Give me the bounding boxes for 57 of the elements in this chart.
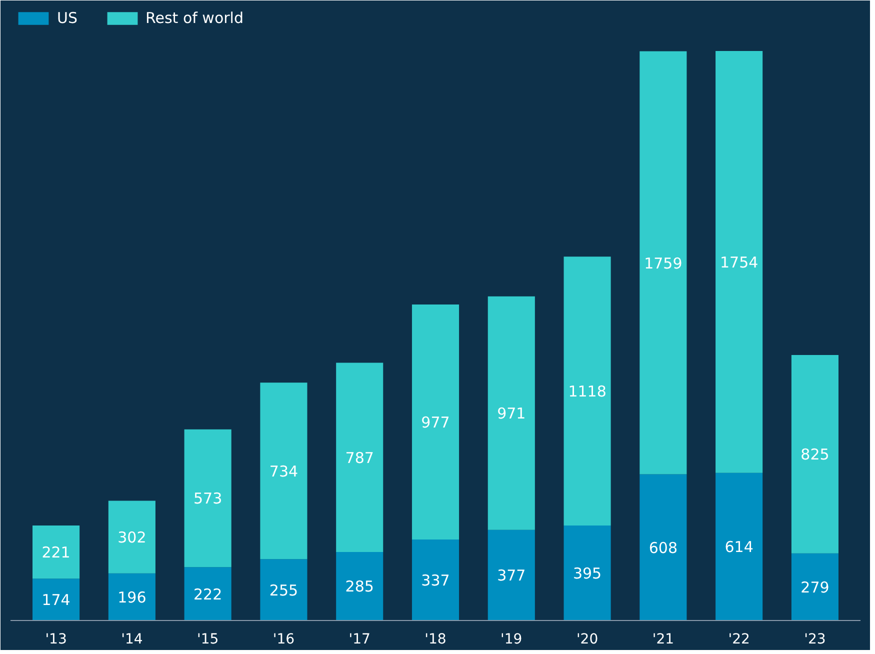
x-tick-label: '13 [45, 632, 67, 648]
bar [184, 429, 232, 568]
bar [791, 553, 838, 620]
x-tick-label: '16 [272, 632, 295, 648]
data-label: 337 [421, 571, 450, 590]
data-label: 1759 [644, 254, 682, 272]
data-label: 222 [194, 585, 222, 604]
data-label: 395 [572, 564, 602, 583]
bar [640, 51, 687, 474]
bar [336, 362, 384, 552]
bar [640, 474, 687, 620]
bar [716, 51, 763, 473]
x-tick-label: '15 [196, 632, 219, 648]
data-label: 174 [42, 591, 70, 610]
x-tick-label: '18 [424, 632, 446, 648]
data-label: 977 [421, 413, 450, 432]
data-label: 279 [800, 578, 830, 596]
bar [564, 526, 611, 620]
bar [108, 500, 156, 574]
x-tick-label: '20 [576, 632, 598, 648]
data-label: 825 [800, 446, 830, 464]
data-label: 377 [497, 566, 526, 585]
data-label: 787 [345, 448, 374, 467]
bar [488, 296, 535, 530]
data-label: 196 [118, 588, 146, 606]
bar [716, 472, 763, 620]
x-tick-label: '14 [121, 632, 143, 648]
bar [336, 552, 384, 620]
x-tick-label: '23 [804, 632, 826, 648]
data-label: 1754 [720, 253, 758, 272]
data-label: 285 [345, 578, 374, 596]
bar [412, 304, 460, 540]
data-label: 255 [269, 581, 298, 600]
bar [32, 526, 80, 579]
x-tick-label: '22 [728, 632, 750, 648]
bar [184, 567, 232, 620]
data-label: 971 [497, 404, 526, 423]
bar [791, 355, 838, 554]
data-label: 302 [118, 528, 146, 547]
bar [412, 539, 460, 620]
bar [564, 256, 611, 526]
bar [108, 573, 156, 620]
data-label: 1118 [568, 382, 606, 401]
data-label: 608 [648, 538, 678, 557]
data-label: 573 [194, 490, 222, 508]
x-tick-label: '17 [348, 632, 370, 648]
legend-label: US [57, 9, 78, 27]
x-tick-label: '19 [500, 632, 522, 648]
bar [32, 578, 80, 620]
data-label: 734 [269, 462, 298, 480]
bar [488, 530, 535, 620]
legend-label: Rest of world [146, 9, 244, 27]
bar [260, 382, 308, 560]
data-label: 614 [724, 538, 754, 556]
x-tick-label: '21 [652, 632, 674, 648]
data-label: 221 [42, 544, 70, 562]
bar [260, 559, 308, 620]
